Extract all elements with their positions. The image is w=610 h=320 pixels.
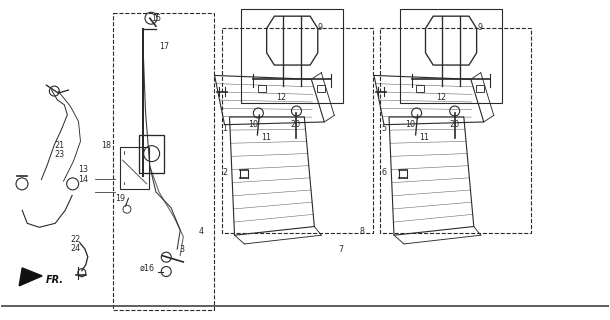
Text: 11: 11 (261, 132, 271, 141)
Polygon shape (19, 268, 42, 286)
Text: 6: 6 (381, 168, 386, 177)
Text: 3: 3 (179, 245, 185, 254)
Text: 11: 11 (420, 132, 429, 141)
Bar (380, 28, 531, 233)
Bar (257, 85, 265, 92)
Bar (317, 85, 325, 92)
Text: 4: 4 (199, 227, 204, 236)
Text: 22: 22 (71, 235, 81, 244)
Bar (140, 134, 164, 173)
Bar (113, 13, 214, 310)
Bar (476, 85, 484, 92)
Text: 2: 2 (223, 168, 228, 177)
Text: 1: 1 (222, 124, 228, 132)
Text: 19: 19 (115, 194, 125, 203)
Bar (241, 9, 343, 103)
Text: 21: 21 (54, 141, 65, 150)
Text: 15: 15 (152, 14, 162, 23)
Text: 23: 23 (54, 150, 65, 159)
Bar (120, 147, 149, 189)
Text: 7: 7 (339, 245, 343, 254)
Text: FR.: FR. (46, 275, 64, 285)
Text: 13: 13 (79, 165, 88, 174)
Bar (400, 9, 502, 103)
Text: 20: 20 (290, 120, 301, 129)
Text: 5: 5 (381, 124, 386, 132)
Bar (221, 28, 373, 233)
Text: 8: 8 (360, 227, 365, 236)
Text: 18: 18 (101, 141, 111, 150)
Text: 9: 9 (477, 23, 483, 32)
Bar (417, 85, 425, 92)
Text: 12: 12 (437, 93, 447, 102)
Text: 9: 9 (317, 23, 322, 32)
Text: ø16: ø16 (140, 264, 154, 273)
Text: 17: 17 (159, 42, 169, 52)
Text: 10: 10 (406, 120, 415, 129)
Text: 20: 20 (449, 120, 459, 129)
Text: 12: 12 (276, 93, 286, 102)
Text: 10: 10 (248, 120, 258, 129)
Text: 14: 14 (79, 175, 88, 184)
Text: 24: 24 (71, 244, 81, 253)
